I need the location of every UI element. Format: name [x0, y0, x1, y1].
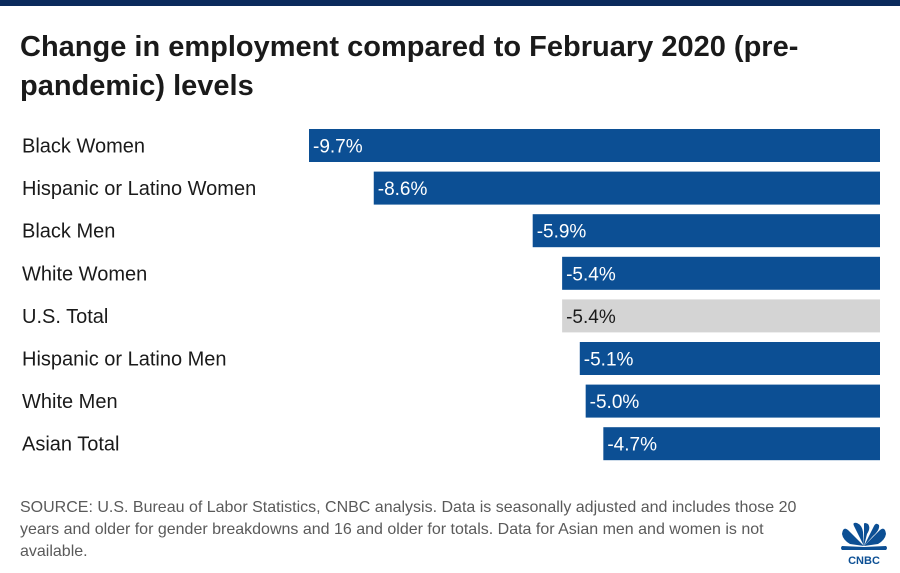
cnbc-peacock-logo: CNBC [841, 522, 887, 566]
value-label: -5.1% [584, 350, 634, 371]
category-label: White Men [22, 391, 118, 413]
bar [562, 299, 880, 333]
value-label: -8.6% [378, 179, 428, 200]
category-label: Hispanic or Latino Men [22, 349, 227, 371]
bar [373, 171, 880, 205]
bar [532, 214, 880, 248]
value-label: -5.4% [566, 264, 616, 285]
category-label: White Women [22, 263, 147, 285]
value-label: -5.0% [590, 392, 640, 413]
value-label: -9.7% [313, 137, 363, 158]
top-accent-bar [0, 0, 900, 6]
chart-title: Change in employment compared to Februar… [20, 31, 799, 102]
source-note: SOURCE: U.S. Bureau of Labor Statistics,… [20, 499, 797, 560]
bar [603, 427, 880, 461]
svg-text:CNBC: CNBC [848, 555, 880, 566]
bar [579, 342, 880, 375]
value-label: -5.4% [566, 307, 616, 328]
bar [309, 129, 880, 162]
value-label: -5.9% [537, 222, 587, 243]
value-label: -4.7% [607, 435, 657, 456]
category-label: U.S. Total [22, 306, 108, 328]
category-label: Hispanic or Latino Women [22, 178, 256, 200]
category-label: Black Men [22, 221, 115, 243]
category-label: Asian Total [22, 434, 119, 456]
bar [585, 384, 880, 418]
bar [562, 256, 880, 290]
category-label: Black Women [22, 136, 145, 158]
